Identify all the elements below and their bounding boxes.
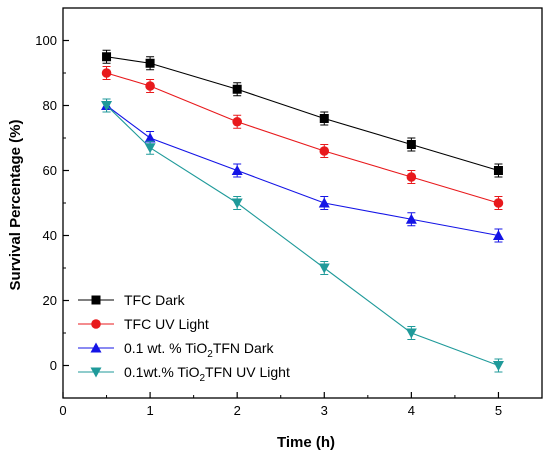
series-1 (102, 49, 503, 178)
data-point (405, 328, 417, 339)
legend-item: 0.1 wt. % TiO2TFN Dark (78, 340, 274, 360)
data-point (144, 143, 156, 154)
legend-marker (91, 319, 101, 329)
data-point (232, 84, 242, 94)
y-tick-label: 80 (43, 98, 57, 113)
data-point (231, 198, 243, 209)
data-point (145, 81, 155, 91)
x-tick-label: 1 (146, 403, 153, 418)
x-ticks: 0 1 2 3 4 5 (59, 392, 502, 418)
legend-marker (90, 342, 102, 353)
data-point (405, 213, 417, 224)
data-point (406, 172, 417, 182)
series-2 (101, 66, 504, 210)
legend-item: TFC Dark (78, 292, 186, 308)
data-point (318, 263, 330, 274)
legend-marker (91, 295, 101, 305)
y-tick-label: 100 (35, 33, 57, 48)
data-point (493, 198, 504, 208)
data-point (232, 116, 242, 127)
data-point (406, 140, 416, 149)
data-point (492, 361, 504, 371)
series-3 (101, 98, 504, 243)
data-point (101, 101, 113, 111)
legend-item: 0.1wt.% TiO2TFN UV Light (78, 364, 290, 384)
x-tick-label: 3 (321, 403, 328, 418)
data-point (101, 68, 112, 78)
legend-label: 0.1 wt. % TiO2TFN Dark (124, 340, 274, 360)
series-4 (101, 98, 504, 373)
series-line (106, 72, 499, 204)
series-line (106, 105, 499, 367)
data-point (231, 165, 243, 175)
x-tick-label: 0 (59, 403, 66, 418)
data-point (145, 58, 155, 68)
data-point (319, 146, 330, 156)
legend-label: TFC UV Light (124, 316, 209, 332)
y-tick-label: 20 (43, 293, 57, 308)
data-point (492, 230, 504, 240)
y-axis-title: Survival Percentage (%) (7, 120, 24, 291)
x-axis-title: Time (h) (277, 434, 335, 451)
data-point (318, 197, 330, 208)
axes (62, 7, 543, 399)
y-ticks: 0 20 40 60 80 100 (35, 33, 69, 373)
data-point (319, 114, 329, 123)
y-tick-label: 0 (50, 358, 57, 373)
legend-marker (90, 367, 102, 378)
x-tick-label: 5 (495, 403, 502, 418)
y-tick-label: 60 (43, 163, 57, 178)
x-tick-label: 4 (408, 403, 415, 418)
data-point (144, 132, 156, 143)
data-point (493, 166, 503, 175)
series-line (106, 105, 499, 237)
series-group (101, 49, 504, 373)
series-line (106, 56, 499, 172)
y-tick-label: 40 (43, 228, 57, 243)
legend-label: 0.1wt.% TiO2TFN UV Light (124, 364, 290, 384)
x-tick-label: 2 (234, 403, 241, 418)
legend: TFC Dark TFC UV Light 0.1 wt. % TiO2TFN Da… (78, 292, 290, 384)
legend-item: TFC UV Light (78, 316, 209, 332)
legend-label: TFC Dark (124, 292, 186, 308)
data-point (102, 52, 112, 62)
